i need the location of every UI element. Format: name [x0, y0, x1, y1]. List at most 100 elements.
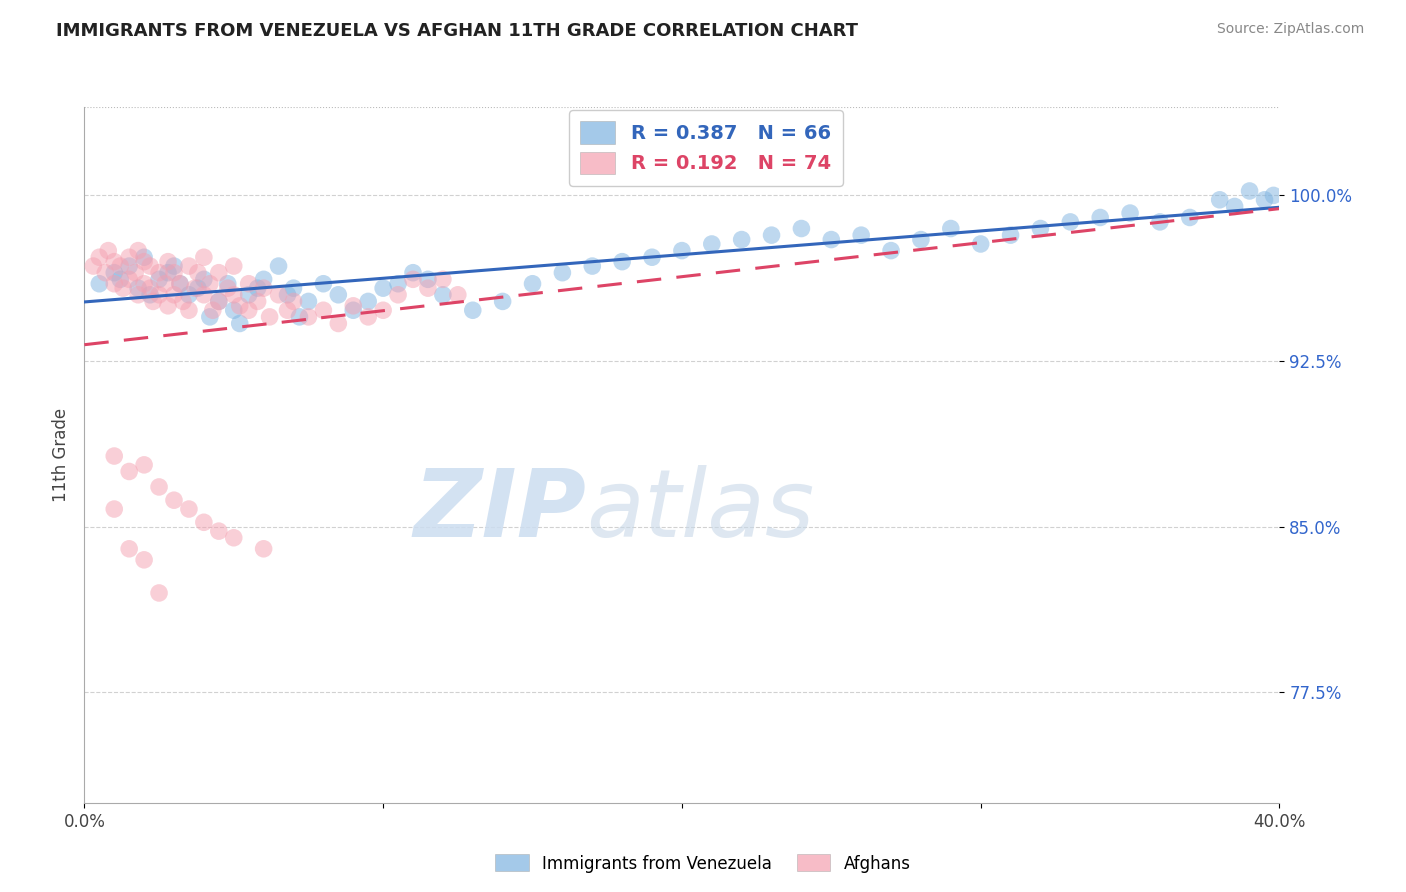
- Point: [267, 259, 290, 273]
- Point: [253, 272, 276, 286]
- Point: [118, 250, 141, 264]
- Point: [297, 310, 319, 324]
- Point: [761, 228, 783, 243]
- Point: [193, 516, 215, 530]
- Point: [177, 303, 200, 318]
- Legend: R = 0.387   N = 66, R = 0.192   N = 74: R = 0.387 N = 66, R = 0.192 N = 74: [569, 110, 842, 186]
- Point: [198, 310, 221, 324]
- Point: [142, 294, 165, 309]
- Point: [208, 266, 231, 280]
- Point: [312, 303, 335, 318]
- Point: [217, 281, 239, 295]
- Point: [124, 266, 146, 280]
- Point: [288, 310, 311, 324]
- Point: [217, 277, 239, 291]
- Point: [357, 310, 380, 324]
- Point: [820, 233, 842, 247]
- Point: [118, 465, 141, 479]
- Point: [1149, 215, 1171, 229]
- Point: [127, 244, 149, 258]
- Point: [402, 266, 425, 280]
- Point: [312, 277, 335, 291]
- Point: [387, 287, 409, 301]
- Point: [82, 259, 104, 273]
- Point: [492, 294, 515, 309]
- Point: [157, 299, 180, 313]
- Point: [132, 254, 156, 268]
- Point: [432, 287, 454, 301]
- Point: [222, 259, 245, 273]
- Point: [1029, 221, 1052, 235]
- Point: [208, 524, 231, 538]
- Point: [177, 502, 200, 516]
- Point: [1208, 193, 1232, 207]
- Point: [238, 303, 260, 318]
- Point: [297, 294, 319, 309]
- Point: [700, 237, 723, 252]
- Point: [148, 266, 170, 280]
- Point: [208, 294, 231, 309]
- Point: [246, 281, 269, 295]
- Point: [1223, 199, 1246, 213]
- Point: [461, 303, 484, 318]
- Point: [132, 277, 156, 291]
- Point: [153, 277, 176, 291]
- Text: ZIP: ZIP: [413, 465, 586, 557]
- Point: [193, 287, 215, 301]
- Point: [276, 287, 298, 301]
- Point: [163, 287, 186, 301]
- Point: [127, 281, 149, 295]
- Point: [94, 266, 117, 280]
- Point: [522, 277, 544, 291]
- Point: [172, 294, 194, 309]
- Point: [387, 277, 409, 291]
- Point: [148, 480, 170, 494]
- Point: [259, 310, 281, 324]
- Point: [198, 277, 221, 291]
- Point: [228, 299, 252, 313]
- Point: [148, 586, 170, 600]
- Point: [342, 299, 364, 313]
- Point: [127, 287, 149, 301]
- Point: [939, 221, 962, 235]
- Point: [163, 259, 186, 273]
- Point: [371, 281, 394, 295]
- Point: [110, 272, 132, 286]
- Point: [103, 449, 125, 463]
- Point: [222, 303, 245, 318]
- Point: [208, 294, 231, 309]
- Point: [157, 254, 180, 268]
- Point: [177, 287, 200, 301]
- Point: [97, 244, 120, 258]
- Point: [110, 259, 132, 273]
- Point: [790, 221, 813, 235]
- Point: [132, 458, 156, 472]
- Point: [970, 237, 993, 252]
- Y-axis label: 11th Grade: 11th Grade: [52, 408, 70, 502]
- Point: [193, 272, 215, 286]
- Legend: Immigrants from Venezuela, Afghans: Immigrants from Venezuela, Afghans: [489, 847, 917, 880]
- Point: [139, 287, 162, 301]
- Point: [1263, 188, 1285, 202]
- Point: [112, 281, 135, 295]
- Point: [177, 259, 200, 273]
- Point: [89, 250, 111, 264]
- Point: [187, 281, 209, 295]
- Point: [169, 277, 191, 291]
- Point: [283, 294, 305, 309]
- Point: [139, 259, 162, 273]
- Point: [163, 493, 186, 508]
- Point: [581, 259, 603, 273]
- Point: [1000, 228, 1022, 243]
- Text: IMMIGRANTS FROM VENEZUELA VS AFGHAN 11TH GRADE CORRELATION CHART: IMMIGRANTS FROM VENEZUELA VS AFGHAN 11TH…: [56, 22, 858, 40]
- Point: [910, 233, 932, 247]
- Point: [267, 287, 290, 301]
- Point: [328, 287, 350, 301]
- Point: [849, 228, 872, 243]
- Point: [371, 303, 394, 318]
- Point: [169, 277, 191, 291]
- Point: [187, 266, 209, 280]
- Point: [103, 502, 125, 516]
- Point: [163, 266, 186, 280]
- Point: [416, 272, 439, 286]
